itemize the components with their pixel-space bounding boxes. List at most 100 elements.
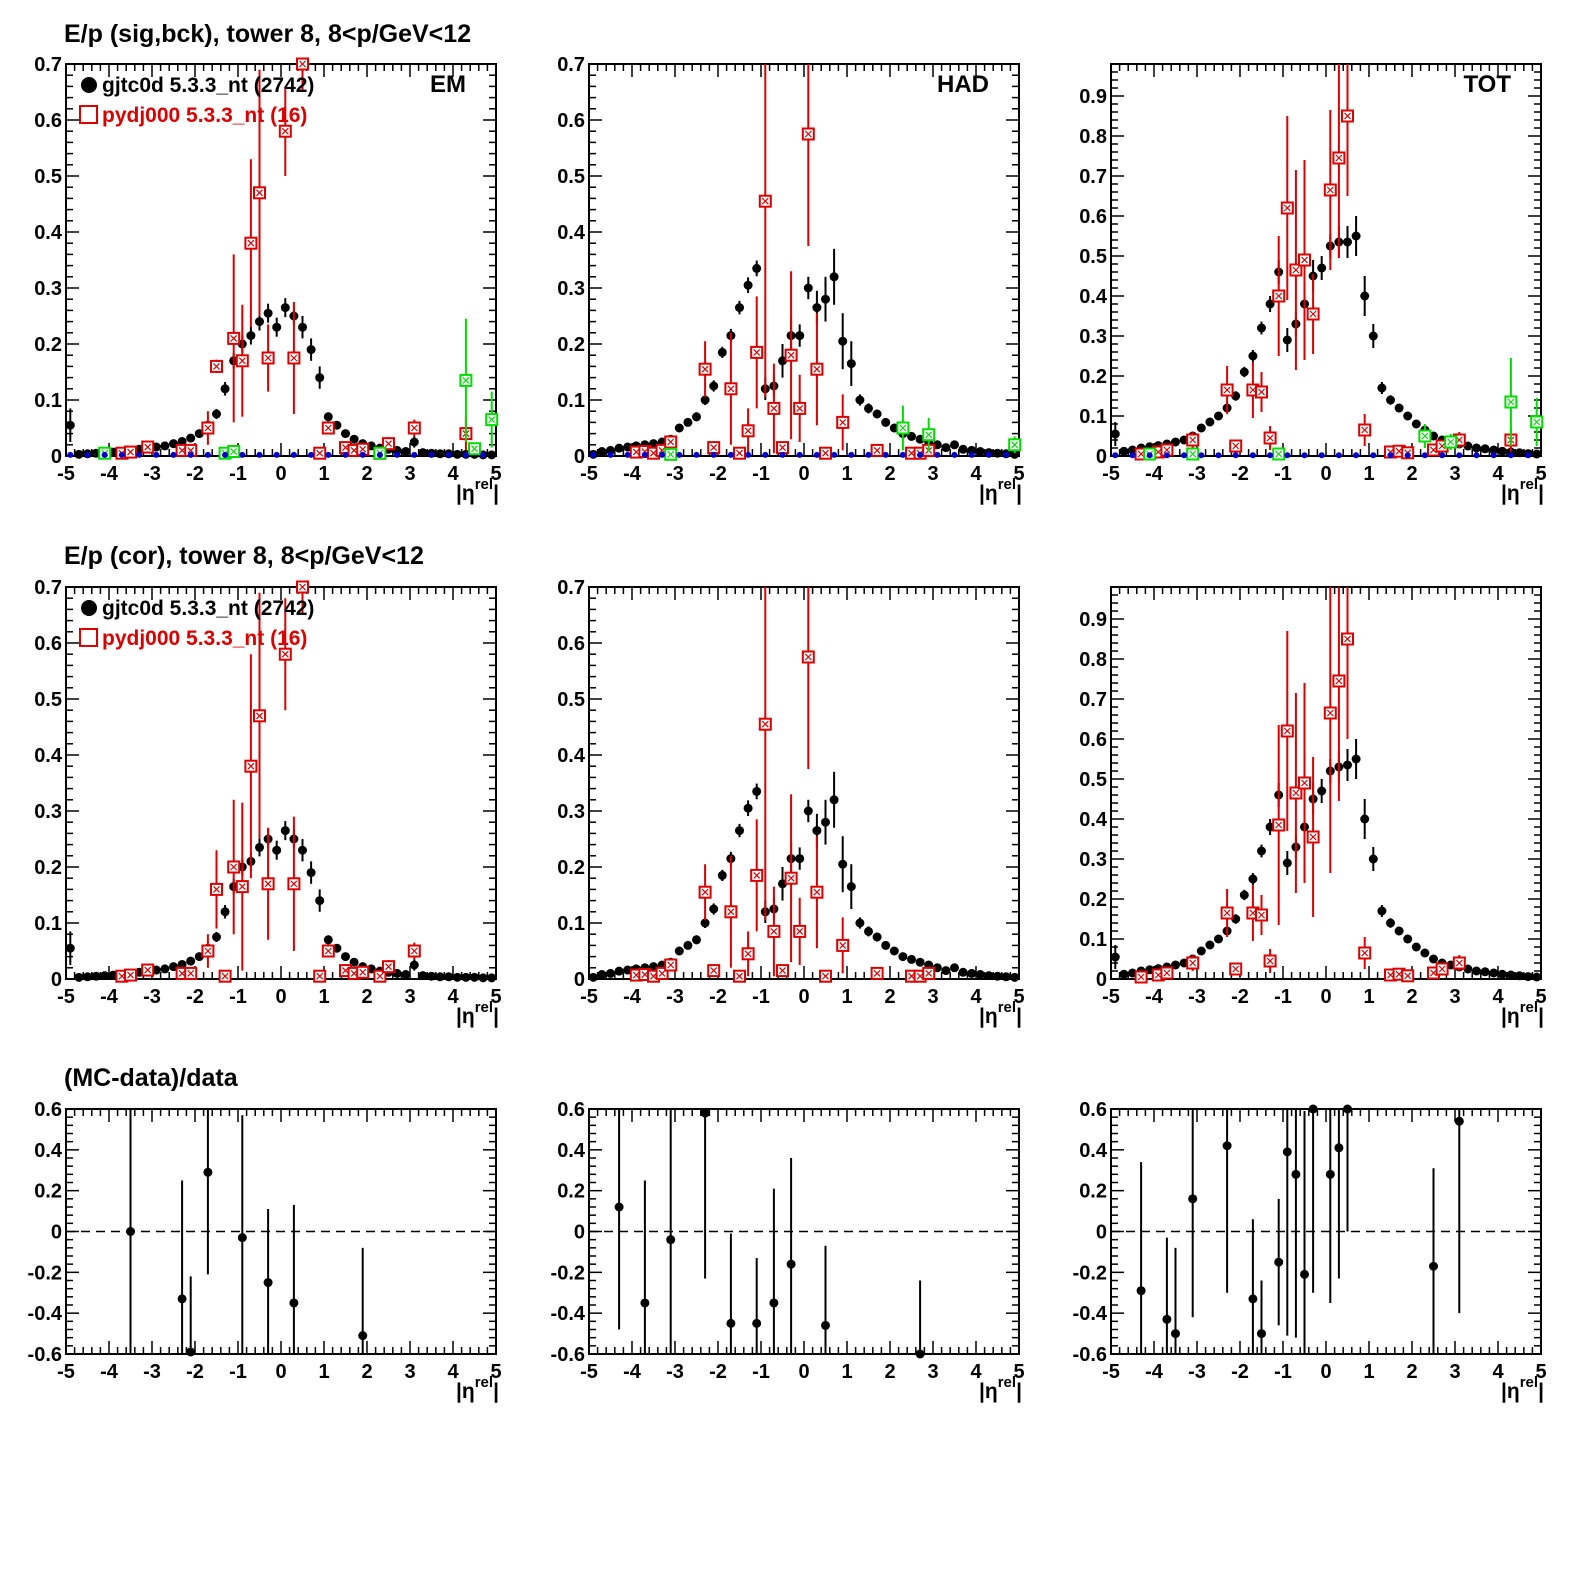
- row-title-ratio: (MC-data)/data: [64, 1064, 238, 1092]
- point: [212, 932, 221, 942]
- y-tick-label: 0.1: [34, 390, 62, 412]
- point: [1351, 754, 1361, 764]
- point: [1394, 403, 1404, 413]
- point-cross: [290, 354, 298, 362]
- point-cross: [925, 431, 933, 439]
- point: [220, 384, 230, 394]
- y-tick-label: 0.4: [34, 222, 63, 244]
- x-tick-label: -1: [1274, 1361, 1292, 1383]
- legend-label-data: gjtc0d 5.3.3_nt (2742): [102, 74, 314, 97]
- x-tick-label: 1: [841, 463, 852, 485]
- x-tick-label: -4: [623, 463, 642, 485]
- point: [881, 940, 891, 950]
- point: [298, 322, 307, 332]
- point-cross: [710, 967, 718, 975]
- point-cross: [127, 448, 134, 456]
- point: [743, 803, 753, 813]
- x-axis-label-end: |: [1016, 482, 1022, 505]
- y-tick-label: 0: [51, 1222, 62, 1244]
- x-tick-label: 4: [970, 463, 982, 485]
- point-cross: [1223, 909, 1231, 917]
- point: [614, 966, 624, 976]
- point: [411, 451, 418, 458]
- y-tick-label: 0.6: [1079, 1099, 1107, 1121]
- point: [203, 1167, 213, 1177]
- y-tick-label: 0.5: [34, 166, 62, 188]
- y-tick-label: 0.1: [34, 913, 62, 935]
- x-tick-label: 0: [275, 463, 286, 485]
- x-axis-label-sup: rel: [475, 476, 493, 493]
- x-tick-label: 2: [884, 1361, 895, 1383]
- x-tick-label: 5: [1535, 1361, 1546, 1383]
- point: [126, 1227, 135, 1236]
- point: [435, 449, 445, 459]
- point: [726, 1318, 736, 1328]
- point-cross: [1301, 779, 1308, 787]
- y-tick-label: 0.2: [34, 857, 62, 879]
- x-tick-label: 4: [1492, 1361, 1504, 1383]
- series-2: [1143, 358, 1544, 461]
- point-cross: [839, 418, 847, 426]
- point: [263, 1278, 273, 1288]
- point: [915, 957, 925, 967]
- point-cross: [1292, 789, 1300, 797]
- point: [915, 1349, 925, 1359]
- point: [1335, 452, 1342, 459]
- point: [1429, 954, 1438, 964]
- point-cross: [350, 446, 358, 454]
- y-tick-label: 0.4: [557, 745, 586, 767]
- point: [222, 451, 229, 458]
- point: [428, 451, 435, 458]
- point: [1403, 411, 1413, 421]
- x-tick-label: 3: [927, 463, 938, 485]
- x-axis-label-end: |: [493, 1380, 499, 1403]
- point: [717, 347, 727, 357]
- point: [1343, 237, 1352, 247]
- x-tick-label: -4: [1145, 463, 1164, 485]
- point: [341, 429, 350, 439]
- legend-marker-data: [81, 600, 97, 616]
- point-cross: [410, 947, 418, 955]
- y-tick-label: 0: [574, 446, 585, 468]
- point: [1198, 452, 1205, 459]
- x-tick-label: 1: [318, 986, 329, 1008]
- point-cross: [204, 424, 212, 432]
- x-tick-label: 3: [927, 1361, 938, 1383]
- x-tick-label: 2: [1406, 986, 1417, 1008]
- point: [280, 826, 290, 836]
- point-cross: [1154, 448, 1162, 456]
- point: [342, 451, 349, 458]
- point: [951, 451, 958, 458]
- x-tick-label: 5: [1535, 463, 1546, 485]
- point: [735, 826, 744, 836]
- y-tick-label: 0.4: [1079, 1140, 1108, 1162]
- y-tick-label: 0.3: [557, 801, 585, 823]
- point: [855, 395, 865, 405]
- point-cross: [727, 385, 735, 393]
- x-tick-label: -3: [666, 986, 684, 1008]
- y-tick-label: 0.7: [557, 577, 585, 599]
- point: [1411, 942, 1421, 952]
- point: [1480, 444, 1490, 454]
- point-cross: [1266, 957, 1274, 965]
- y-tick-label: -0.4: [28, 1303, 63, 1325]
- point-cross: [1344, 112, 1351, 120]
- point-cross: [230, 863, 238, 871]
- point: [838, 859, 848, 869]
- series-0: [588, 771, 1020, 982]
- y-tick-label: 0.4: [34, 745, 63, 767]
- point-cross: [238, 357, 246, 365]
- x-axis-label: |ηrel|: [979, 1374, 1022, 1403]
- point: [1301, 452, 1308, 459]
- point-cross: [813, 888, 821, 896]
- point: [950, 440, 959, 450]
- x-tick-label: 3: [404, 1361, 415, 1383]
- x-axis-label: |ηrel|: [979, 476, 1022, 505]
- x-tick-label: -4: [623, 986, 642, 1008]
- point-cross: [118, 972, 126, 980]
- y-tick-label: 0.2: [1079, 889, 1107, 911]
- y-tick-label: 0.5: [557, 166, 585, 188]
- point-cross: [1301, 256, 1308, 264]
- x-tick-label: -3: [143, 986, 161, 1008]
- x-tick-label: 2: [361, 986, 372, 1008]
